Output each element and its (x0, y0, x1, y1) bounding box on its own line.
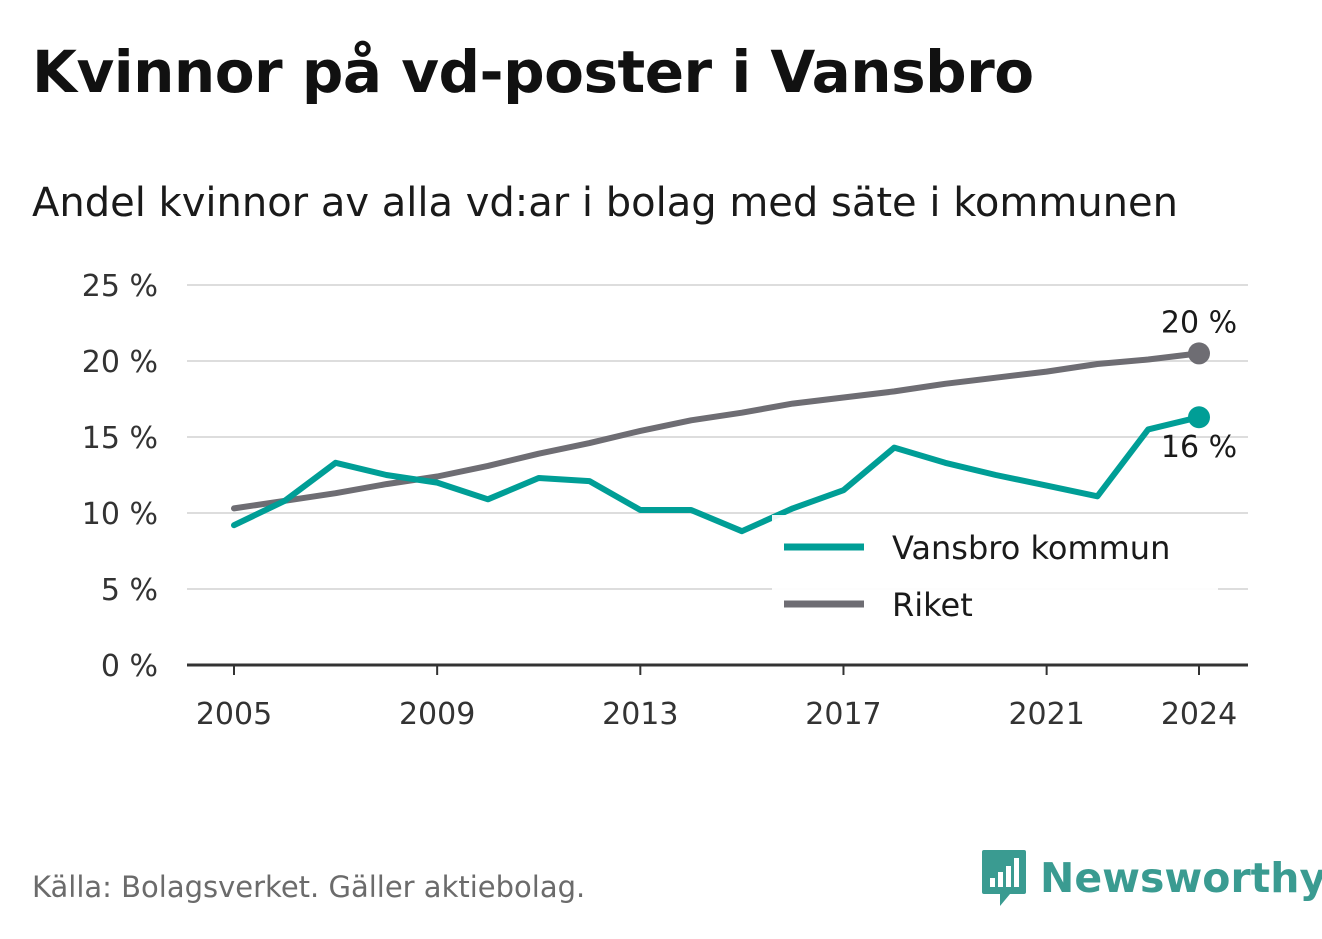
end-label-riket: 20 % (1161, 305, 1237, 340)
legend-label: Vansbro kommun (892, 529, 1170, 567)
y-tick-label: 20 % (82, 345, 158, 380)
brand-logo: Newsworthy (980, 848, 1322, 908)
x-axis: 2005 2009 2013 2017 2021 2024 (187, 663, 1248, 732)
chart-title: Kvinnor på vd-poster i Vansbro (32, 38, 1034, 106)
legend-label: Riket (892, 586, 973, 624)
brand-name: Newsworthy (1040, 854, 1322, 902)
x-tick-label: 2021 (1008, 697, 1084, 732)
series-lines (231, 342, 1210, 535)
x-tick-label: 2024 (1161, 697, 1237, 732)
x-tick-label: 2013 (602, 697, 678, 732)
source-note: Källa: Bolagsverket. Gäller aktiebolag. (32, 870, 586, 904)
y-tick-label: 15 % (82, 421, 158, 456)
series-line-vansbro (231, 414, 1202, 535)
x-tick-label: 2005 (196, 697, 272, 732)
y-tick-label: 25 % (82, 269, 158, 304)
y-axis-ticks: 0 % 5 % 10 % 15 % 20 % 25 % (82, 269, 158, 684)
series-end-point (1188, 342, 1210, 365)
newsworthy-logo-icon (982, 850, 1026, 906)
series-end-point (1188, 406, 1210, 429)
y-tick-label: 0 % (101, 649, 158, 684)
legend: Vansbro kommun Riket (772, 515, 1218, 625)
x-tick-label: 2017 (805, 697, 881, 732)
end-label-vansbro: 16 % (1161, 430, 1237, 465)
end-labels: 20 % 16 % (1161, 305, 1237, 465)
chart-subtitle: Andel kvinnor av alla vd:ar i bolag med … (32, 180, 1178, 226)
y-tick-label: 10 % (82, 497, 158, 532)
y-tick-label: 5 % (101, 573, 158, 608)
grid-lines (187, 284, 1248, 590)
series-line-riket (231, 350, 1202, 512)
x-tick-label: 2009 (399, 697, 475, 732)
